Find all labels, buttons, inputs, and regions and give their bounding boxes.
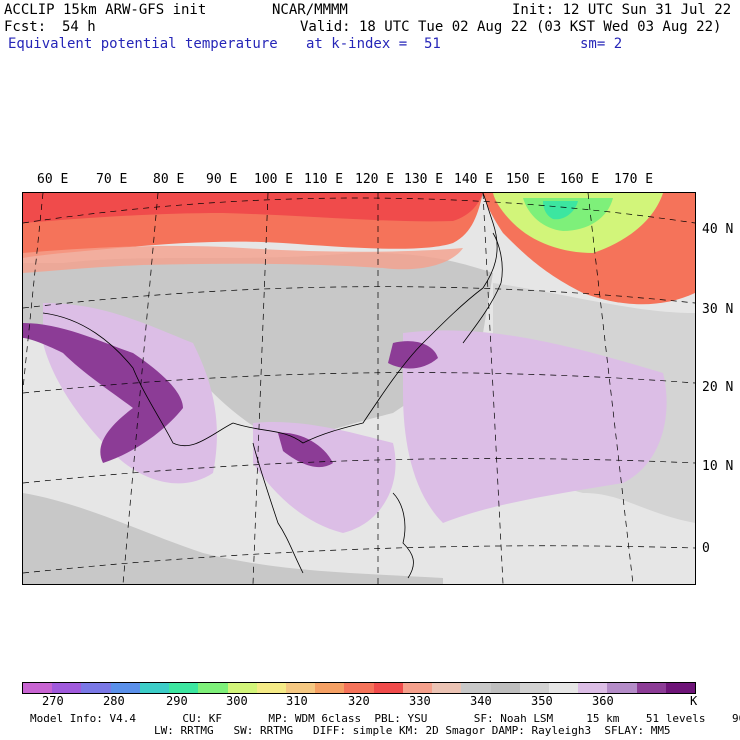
colorbar-swatch bbox=[169, 683, 199, 693]
lat-label: 30 N bbox=[702, 302, 734, 317]
lon-label: 90 E bbox=[206, 172, 238, 187]
colorbar-tick: 300 bbox=[226, 694, 248, 708]
colorbar-swatch bbox=[548, 683, 579, 693]
colorbar-swatch bbox=[81, 683, 111, 693]
colorbar-swatch bbox=[578, 683, 608, 693]
coastline-japan bbox=[462, 232, 503, 344]
colorbar-swatch bbox=[636, 683, 666, 693]
colorbar-swatch bbox=[461, 683, 491, 693]
colorbar-swatch bbox=[490, 683, 520, 693]
colorbar-tick: 350 bbox=[531, 694, 553, 708]
init-time: Init: 12 UTC Sun 31 Jul 22 bbox=[512, 2, 732, 18]
colorbar-swatch bbox=[432, 683, 462, 693]
warm-band-peach bbox=[23, 245, 463, 273]
footer-model-info: Model Info: V4.4 CU: KF MP: WDM 6class P… bbox=[30, 712, 740, 725]
lon-label: 60 E bbox=[37, 172, 69, 187]
warm-band-inner bbox=[23, 193, 483, 223]
lon-label: 100 E bbox=[254, 172, 294, 187]
colorbar-tick: 280 bbox=[103, 694, 125, 708]
colorbar-swatch bbox=[519, 683, 549, 693]
lon-label: 150 E bbox=[506, 172, 546, 187]
colorbar-unit: K bbox=[690, 694, 698, 708]
colorbar-swatch bbox=[110, 683, 140, 693]
colorbar-swatch bbox=[198, 683, 228, 693]
level-label: at k-index = 51 bbox=[306, 36, 441, 52]
colorbar-swatch bbox=[23, 683, 53, 693]
colorbar-tick: 270 bbox=[42, 694, 64, 708]
purple-field-indochina bbox=[278, 432, 333, 468]
model-title: ACCLIP 15km ARW-GFS init bbox=[4, 2, 207, 18]
colorbar-swatch bbox=[665, 683, 696, 693]
lon-label: 70 E bbox=[96, 172, 128, 187]
colorbar-swatch bbox=[285, 683, 316, 693]
footer-physics-info: LW: RRTMG SW: RRTMG DIFF: simple KM: 2D … bbox=[154, 724, 671, 737]
colorbar-swatch bbox=[139, 683, 170, 693]
field-name: Equivalent potential temperature bbox=[8, 36, 278, 52]
grey-field-asia bbox=[23, 252, 493, 443]
lon-label: 140 E bbox=[454, 172, 494, 187]
lat-label: 20 N bbox=[702, 380, 734, 395]
colorbar-swatch bbox=[52, 683, 82, 693]
teal-field-northeast bbox=[543, 201, 578, 220]
forecast-label: Fcst: bbox=[4, 19, 47, 35]
colorbar-swatch bbox=[344, 683, 374, 693]
coastline-india bbox=[42, 312, 234, 447]
lon-label: 110 E bbox=[304, 172, 344, 187]
purple-field-india bbox=[23, 323, 183, 463]
colorbar-swatch bbox=[315, 683, 345, 693]
lat-label: 10 N bbox=[702, 459, 734, 474]
coastline-east-asia bbox=[232, 193, 498, 444]
colorbar-tick: 320 bbox=[348, 694, 370, 708]
colorbar-swatch bbox=[256, 683, 286, 693]
lat-label: 0 bbox=[702, 541, 710, 556]
colorbar-swatch bbox=[227, 683, 257, 693]
lon-label: 130 E bbox=[404, 172, 444, 187]
colorbar-tick: 310 bbox=[286, 694, 308, 708]
colorbar-swatch bbox=[607, 683, 637, 693]
colorbar-tick: 360 bbox=[592, 694, 614, 708]
colorbar bbox=[22, 682, 696, 694]
grey-field-south bbox=[23, 493, 443, 584]
purple-field-china bbox=[388, 341, 438, 369]
theta-e-map bbox=[22, 192, 696, 585]
colorbar-tick: 290 bbox=[166, 694, 188, 708]
lat-label: 40 N bbox=[702, 222, 734, 237]
valid-time: Valid: 18 UTC Tue 02 Aug 22 (03 KST Wed … bbox=[300, 19, 722, 35]
colorbar-tick: 340 bbox=[470, 694, 492, 708]
colorbar-swatch bbox=[402, 683, 433, 693]
colorbar-swatch bbox=[373, 683, 403, 693]
lavender-field-pacific bbox=[403, 330, 667, 523]
lon-label: 120 E bbox=[355, 172, 395, 187]
colorbar-tick: 330 bbox=[409, 694, 431, 708]
forecast-hours: 54 h bbox=[62, 19, 96, 35]
lon-label: 160 E bbox=[560, 172, 600, 187]
smoothing-label: sm= 2 bbox=[580, 36, 623, 52]
lon-label: 170 E bbox=[614, 172, 654, 187]
coastline-philippines bbox=[392, 492, 414, 579]
org-label: NCAR/MMMM bbox=[272, 2, 348, 18]
lon-label: 80 E bbox=[153, 172, 185, 187]
